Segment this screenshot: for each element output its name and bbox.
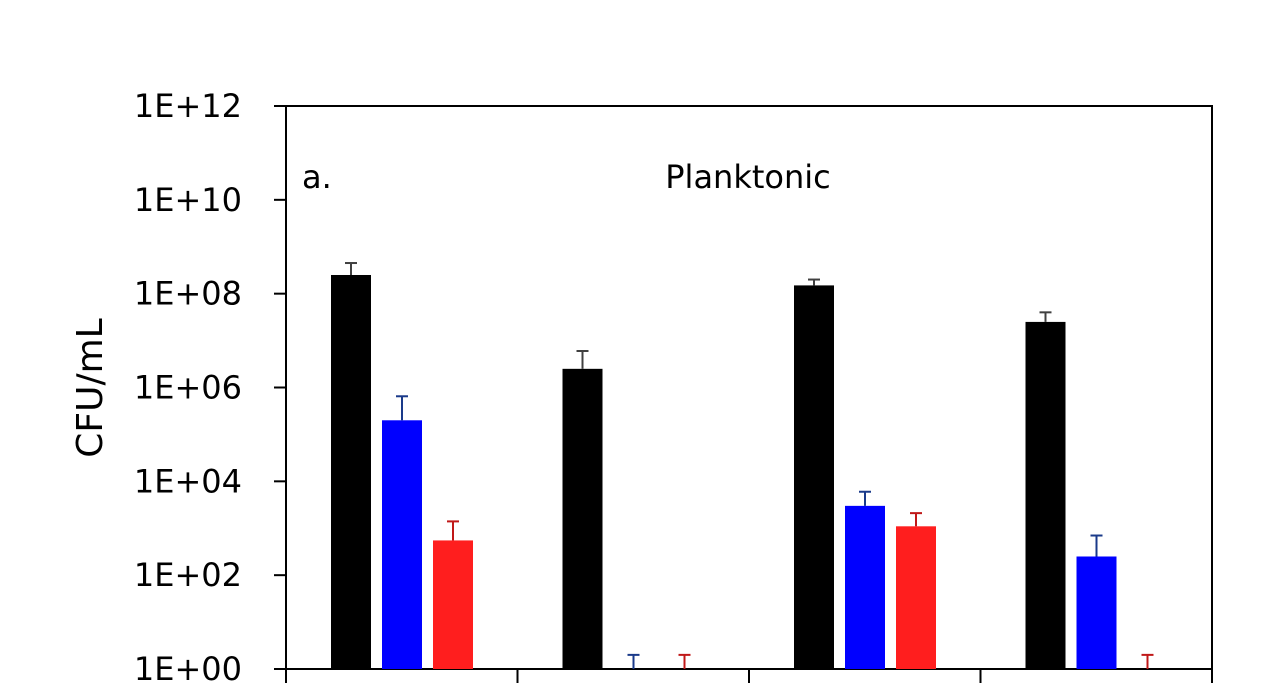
y-tick-label: 1E+02: [134, 556, 242, 594]
y-axis-title: CFU/mL: [70, 318, 111, 457]
bar: [794, 285, 834, 669]
bars: [331, 274, 1117, 669]
bar: [433, 540, 473, 669]
bar: [1076, 556, 1117, 669]
y-tick-label: 1E+00: [134, 650, 242, 688]
y-tick-label: 1E+04: [134, 462, 242, 500]
bar: [562, 368, 603, 669]
y-axis-ticks: 1E+00 1E+02 1E+04 1E+06 1E+08 1E+10 1E+12: [134, 87, 286, 688]
y-tick-label: 1E+08: [134, 275, 242, 313]
panel-label: a.: [302, 158, 332, 196]
chart-title: Planktonic: [665, 158, 831, 196]
y-tick-label: 1E+10: [134, 181, 242, 219]
x-axis-ticks: [285, 669, 1213, 683]
bar: [331, 274, 371, 669]
bar: [1025, 321, 1066, 669]
bar: [896, 526, 936, 669]
error-bars: [345, 262, 1154, 669]
y-tick-label: 1E+12: [134, 87, 242, 125]
bar: [845, 505, 885, 669]
bar: [382, 420, 422, 669]
y-tick-label: 1E+06: [134, 369, 242, 407]
